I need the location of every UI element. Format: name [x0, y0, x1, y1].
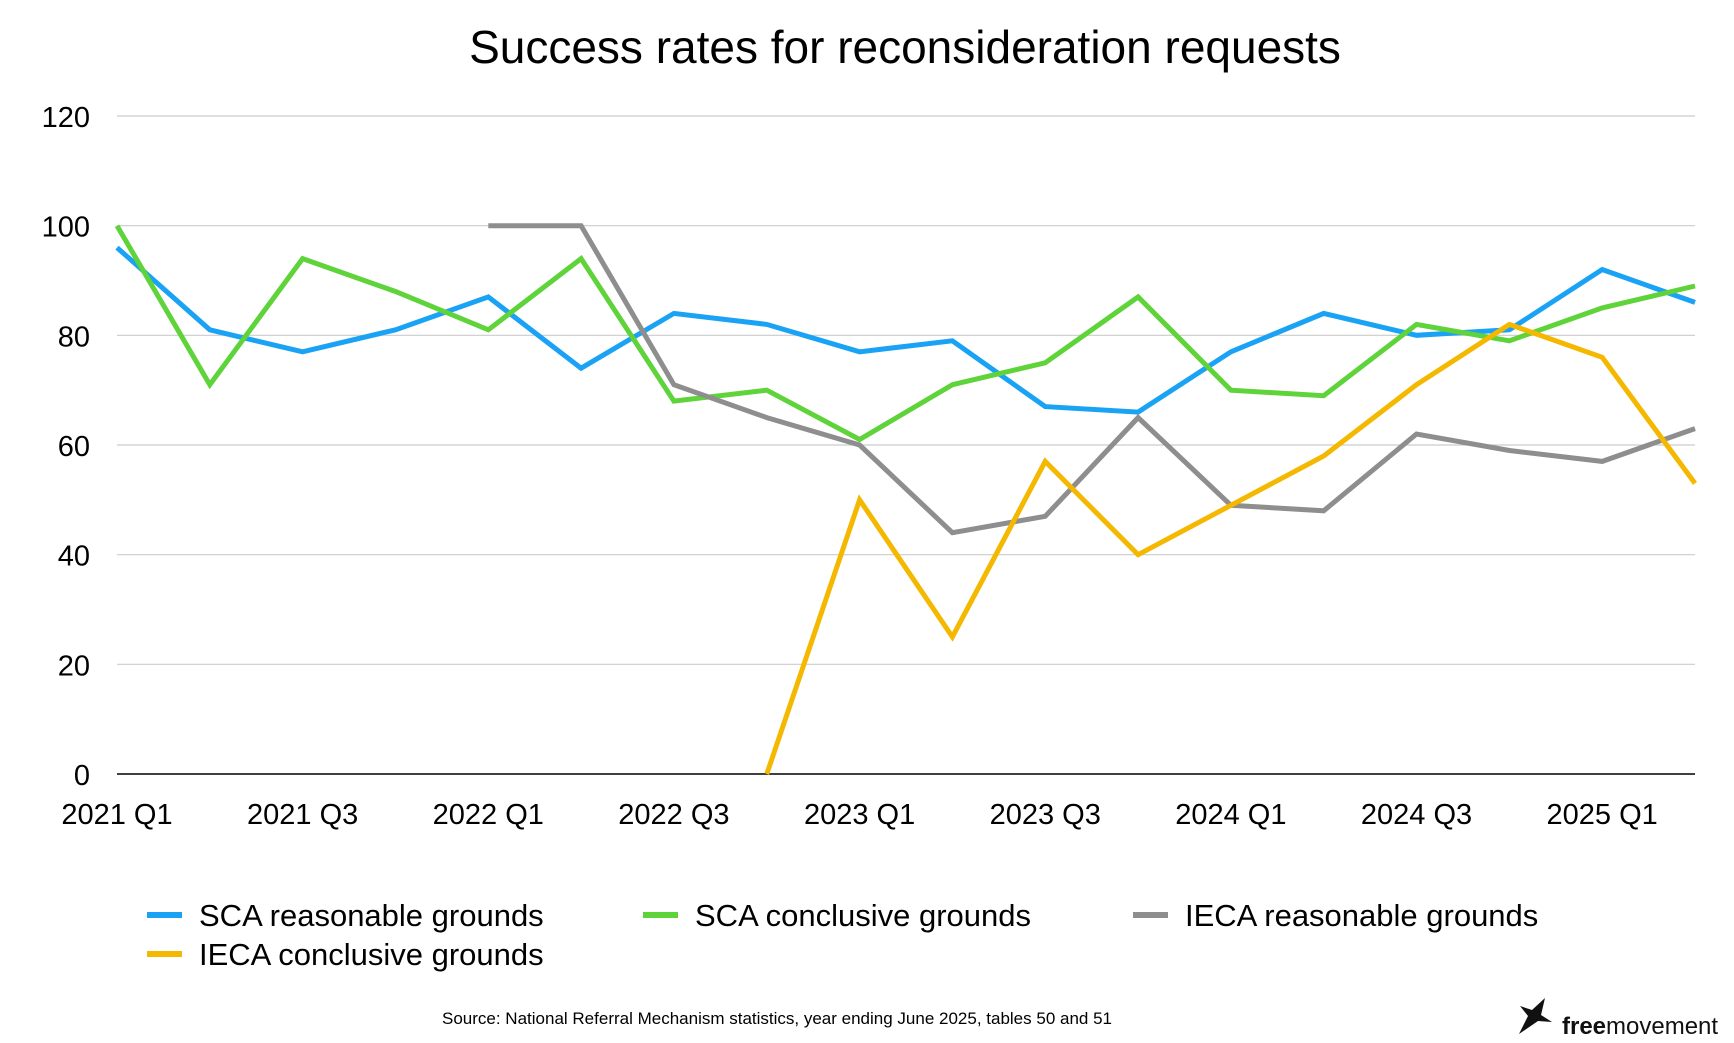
legend-label: IECA conclusive grounds: [199, 937, 544, 972]
legend-label: SCA conclusive grounds: [695, 898, 1031, 933]
x-tick-label: 2021 Q3: [247, 799, 358, 831]
brand-text-free: free: [1562, 1013, 1606, 1040]
brand-text-movement: movement: [1606, 1013, 1718, 1040]
x-axis-ticks: 2021 Q1 2021 Q3 2022 Q1 2022 Q3 2023 Q1 2023 …: [61, 799, 1657, 831]
y-tick-label: 120: [42, 102, 90, 134]
y-axis-ticks: 0 20 40 60 80 100 120: [42, 102, 90, 792]
y-tick-label: 0: [74, 760, 90, 792]
grid-lines: [117, 115, 1695, 775]
x-tick-label: 2025 Q1: [1547, 799, 1658, 831]
legend-item-sca-conclusive-grounds: SCA conclusive grounds: [643, 898, 1031, 933]
legend-item-ieca-conclusive-grounds: IECA conclusive grounds: [147, 937, 544, 972]
y-tick-label: 60: [58, 431, 90, 463]
brand-text: freemovement: [1562, 1013, 1718, 1040]
x-tick-label: 2023 Q1: [804, 799, 915, 831]
y-tick-label: 20: [58, 650, 90, 682]
series-line-sca-reasonable-grounds: [115, 245, 1696, 415]
source-note: Source: National Referral Mechanism stat…: [442, 1009, 1112, 1028]
y-tick-label: 40: [58, 541, 90, 573]
legend-item-ieca-reasonable-grounds: IECA reasonable grounds: [1133, 898, 1538, 933]
series-line-ieca-conclusive-grounds: [764, 321, 1698, 775]
series-line-sca-conclusive-grounds: [114, 224, 1696, 443]
legend: SCA reasonable grounds SCA conclusive gro…: [147, 898, 1538, 972]
legend-label: IECA reasonable grounds: [1185, 898, 1538, 933]
x-tick-label: 2021 Q1: [61, 799, 172, 831]
x-tick-label: 2022 Q1: [433, 799, 544, 831]
brand-logo: freemovement: [1519, 998, 1718, 1040]
y-tick-label: 100: [42, 212, 90, 244]
x-tick-label: 2024 Q3: [1361, 799, 1472, 831]
chart-title: Success rates for reconsideration reques…: [469, 21, 1341, 73]
x-tick-label: 2022 Q3: [618, 799, 729, 831]
series-lines: [114, 223, 1698, 775]
legend-item-sca-reasonable-grounds: SCA reasonable grounds: [147, 898, 544, 933]
series-line-ieca-reasonable-grounds: [488, 223, 1696, 536]
bird-icon: [1519, 998, 1552, 1034]
legend-label: SCA reasonable grounds: [199, 898, 544, 933]
y-tick-label: 80: [58, 321, 90, 353]
x-tick-label: 2023 Q3: [990, 799, 1101, 831]
x-tick-label: 2024 Q1: [1175, 799, 1286, 831]
